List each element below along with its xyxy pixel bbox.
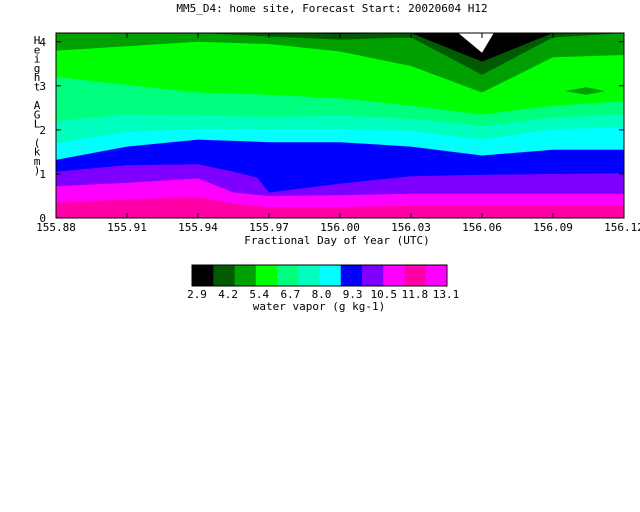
y-axis-label-char: h	[34, 71, 41, 84]
colorbar-tick-label: 2.9	[187, 288, 207, 301]
x-axis-label: Fractional Day of Year (UTC)	[244, 234, 429, 247]
y-tick-label: 4	[39, 36, 46, 49]
y-axis-label-char: i	[34, 53, 41, 66]
y-axis-ticks: 0 1 2 3 4	[39, 36, 624, 225]
colorbar-swatch	[277, 265, 299, 286]
y-axis-label-char: )	[34, 164, 41, 177]
y-axis-label-char: m	[34, 155, 41, 168]
contour-band	[56, 196, 624, 218]
y-axis-label-char: L	[34, 118, 41, 131]
colorbar-frame	[191, 264, 448, 287]
contour-bands	[56, 33, 624, 218]
colorbar-swatch	[404, 265, 427, 286]
colorbar-swatch	[362, 265, 384, 286]
colorbar-swatch	[383, 265, 405, 286]
colorbar-swatch	[319, 265, 342, 286]
colorbar-tick-label: 10.5	[371, 288, 398, 301]
contour-patch	[564, 87, 606, 95]
y-axis-label-char: t	[34, 81, 41, 94]
y-axis-label-char: (	[34, 136, 41, 149]
colorbar-swatch	[234, 265, 257, 286]
chart-title: MM5_D4: home site, Forecast Start: 20020…	[176, 2, 487, 15]
colorbar-tick-label: 6.7	[280, 288, 300, 301]
x-tick-label: 155.88	[36, 221, 76, 234]
x-axis-ticks: 155.88 155.91 155.94 155.97 156.00 156.03 156.…	[36, 33, 640, 234]
y-tick-label: 2	[39, 124, 46, 137]
x-tick-label: 155.94	[178, 221, 218, 234]
y-tick-label: 3	[39, 80, 46, 93]
colorbar-swatch	[255, 265, 278, 286]
x-tick-label: 155.97	[249, 221, 289, 234]
x-tick-label: 156.00	[320, 221, 360, 234]
x-tick-label: 156.03	[391, 221, 431, 234]
colorbar-label: water vapor (g kg-1)	[253, 300, 385, 313]
y-axis-label-char: A	[34, 99, 41, 112]
colorbar-swatch	[425, 265, 448, 286]
colorbar-tick-label: 4.2	[218, 288, 238, 301]
y-axis-label-char: k	[34, 146, 41, 159]
colorbar-swatch	[213, 265, 235, 286]
y-axis-label-char: G	[34, 108, 41, 121]
x-tick-label: 155.91	[107, 221, 147, 234]
colorbar: 2.9 4.2 5.4 6.7 8.0 9.3 10.5 11.8 13.1	[187, 264, 460, 301]
x-tick-label: 156.09	[533, 221, 573, 234]
colorbar-tick-label: 9.3	[343, 288, 363, 301]
colorbar-tick-label: 11.8	[402, 288, 429, 301]
y-axis-label-char: g	[34, 62, 41, 75]
x-tick-label: 156.06	[462, 221, 502, 234]
y-axis-label-char: e	[34, 43, 41, 56]
colorbar-tick-label: 13.1	[433, 288, 460, 301]
colorbar-swatch	[298, 265, 320, 286]
colorbar-swatch	[340, 265, 363, 286]
y-axis-label-char: H	[34, 34, 41, 47]
y-tick-label: 0	[39, 212, 46, 225]
colorbar-swatch	[192, 265, 214, 286]
y-tick-label: 1	[39, 168, 46, 181]
colorbar-tick-label: 8.0	[312, 288, 332, 301]
x-tick-label: 156.12	[604, 221, 640, 234]
colorbar-tick-label: 5.4	[249, 288, 269, 301]
